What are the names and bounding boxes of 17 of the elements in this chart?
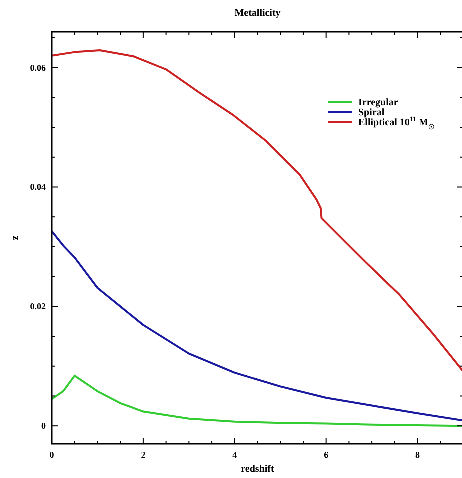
x-tick-label: 4 — [232, 450, 238, 460]
line-series — [52, 374, 462, 428]
x-axis-title: redshift — [241, 464, 275, 475]
x-tick-label: 8 — [416, 450, 421, 460]
line-series — [52, 230, 462, 422]
legend-label: Irregular — [358, 98, 399, 108]
x-tick-label: 2 — [141, 450, 146, 460]
y-tick-label: 0 — [42, 421, 46, 432]
y-tick-label: 0.04 — [30, 182, 46, 192]
x-tick-label: 6 — [324, 450, 330, 460]
y-axis-title: z — [10, 235, 21, 240]
y-tick-label: 0.06 — [30, 62, 46, 73]
chart-title: Metallicity — [234, 8, 281, 19]
line-series — [52, 50, 462, 373]
legend-label: Spiral — [358, 108, 385, 118]
x-tick-label: 0 — [50, 450, 55, 460]
y-tick-label: 0.02 — [30, 302, 46, 312]
